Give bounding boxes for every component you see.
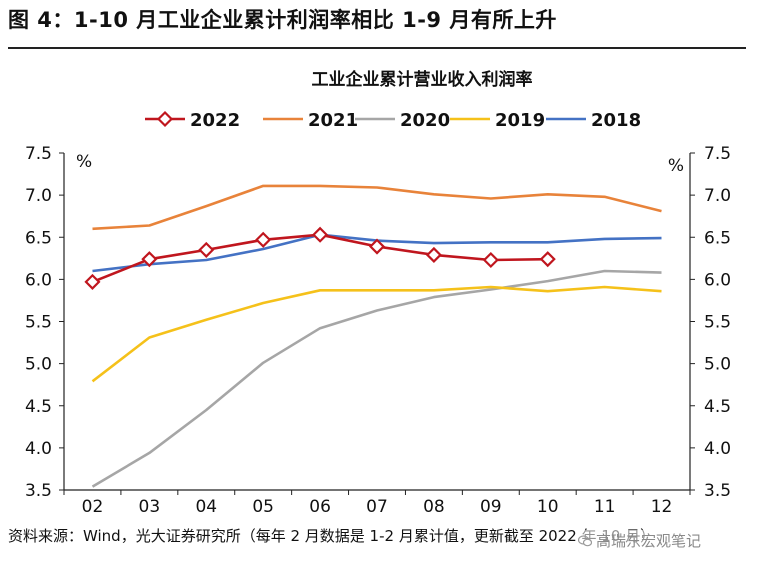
y-right-tick-label: 4.0 [704, 439, 731, 459]
data-point-2022 [539, 251, 556, 268]
y-left-tick-label: 4.5 [25, 397, 52, 417]
y-right-tick-label: 5.5 [704, 313, 731, 333]
data-point-2022 [312, 226, 329, 243]
series-2020 [91, 269, 662, 488]
y-left-tick-label: 3.5 [25, 481, 52, 501]
series-2021 [92, 184, 662, 231]
wechat-icon [578, 535, 592, 547]
data-point-2022 [368, 238, 386, 255]
legend-label-2022: 2022 [190, 110, 240, 131]
x-tick-label: 08 [423, 497, 445, 517]
y-right-unit-label: % [668, 156, 684, 176]
line-chart: 工业企业累计营业收入利润率 2022 2021 2020 2019 2018 3.5 3.… [25, 69, 731, 517]
legend-label-2018: 2018 [591, 110, 641, 131]
y-right-tick-label: 5.0 [704, 355, 731, 375]
series-line-2021 [92, 184, 662, 231]
series-layer [84, 184, 662, 488]
y-left-tick-label: 5.0 [25, 355, 52, 375]
y-left-tick-label: 7.0 [25, 186, 52, 206]
source-note: 资料来源：Wind，光大证券研究所（每年 2 月数据是 1-2 月累计值，更新截… [8, 527, 656, 545]
data-point-2022 [141, 251, 158, 268]
legend-item-2021: 2021 [263, 110, 358, 131]
legend-item-2018: 2018 [546, 110, 641, 131]
x-tick-label: 03 [139, 497, 161, 517]
watermark: 高瑞东宏观笔记 [576, 530, 704, 551]
data-point-2022 [425, 246, 442, 263]
legend-label-2021: 2021 [308, 110, 358, 131]
x-tick-label: 12 [651, 497, 673, 517]
x-tick-label: 10 [537, 497, 559, 517]
series-line-2020 [91, 269, 662, 488]
y-right-tick-label: 4.5 [704, 397, 731, 417]
y-right-tick-label: 7.0 [704, 186, 731, 206]
x-tick-label: 02 [82, 497, 104, 517]
legend-label-2020: 2020 [400, 110, 450, 131]
y-left-tick-label: 6.0 [25, 270, 52, 290]
legend-item-2020: 2020 [355, 110, 450, 131]
y-left-tick-label: 6.5 [25, 228, 52, 248]
x-tick-label: 05 [252, 497, 274, 517]
series-line-2019 [91, 285, 662, 383]
title-divider [8, 47, 746, 49]
y-right-tick-label: 6.0 [704, 270, 731, 290]
data-point-2022 [482, 251, 499, 269]
legend-label-2019: 2019 [495, 110, 545, 131]
y-left-tick-label: 5.5 [25, 313, 52, 333]
legend-item-2019: 2019 [450, 110, 545, 131]
y-left-tick-label: 7.5 [25, 144, 52, 164]
x-tick-label: 11 [594, 497, 616, 517]
figure-title: 图 4：1-10 月工业企业累计利润率相比 1-9 月有所上升 [8, 8, 557, 32]
legend-item-2022: 2022 [145, 110, 240, 131]
x-tick-label: 09 [480, 497, 502, 517]
data-point-2022 [255, 231, 272, 248]
series-2022 [84, 226, 556, 290]
y-right-tick-label: 3.5 [704, 481, 731, 501]
watermark-text: 高瑞东宏观笔记 [596, 532, 702, 550]
x-tick-label: 04 [195, 497, 217, 517]
y-left-unit-label: % [76, 152, 92, 172]
y-left-tick-label: 4.0 [25, 439, 52, 459]
axes: 3.5 3.5 4.0 4.0 4.5 4.5 5.0 5.0 5.5 5.5 6.0 6.0 6.5 6… [25, 144, 731, 517]
x-tick-label: 06 [309, 497, 331, 517]
data-point-2022 [84, 273, 101, 290]
y-right-tick-label: 7.5 [704, 144, 731, 164]
data-point-2022 [198, 241, 215, 258]
series-2019 [91, 285, 662, 383]
y-right-tick-label: 6.5 [704, 228, 731, 248]
chart-title: 工业企业累计营业收入利润率 [312, 69, 533, 90]
x-tick-label: 07 [366, 497, 388, 517]
legend: 2022 2021 2020 2019 2018 [145, 110, 641, 131]
legend-marker-2022 [156, 110, 174, 128]
